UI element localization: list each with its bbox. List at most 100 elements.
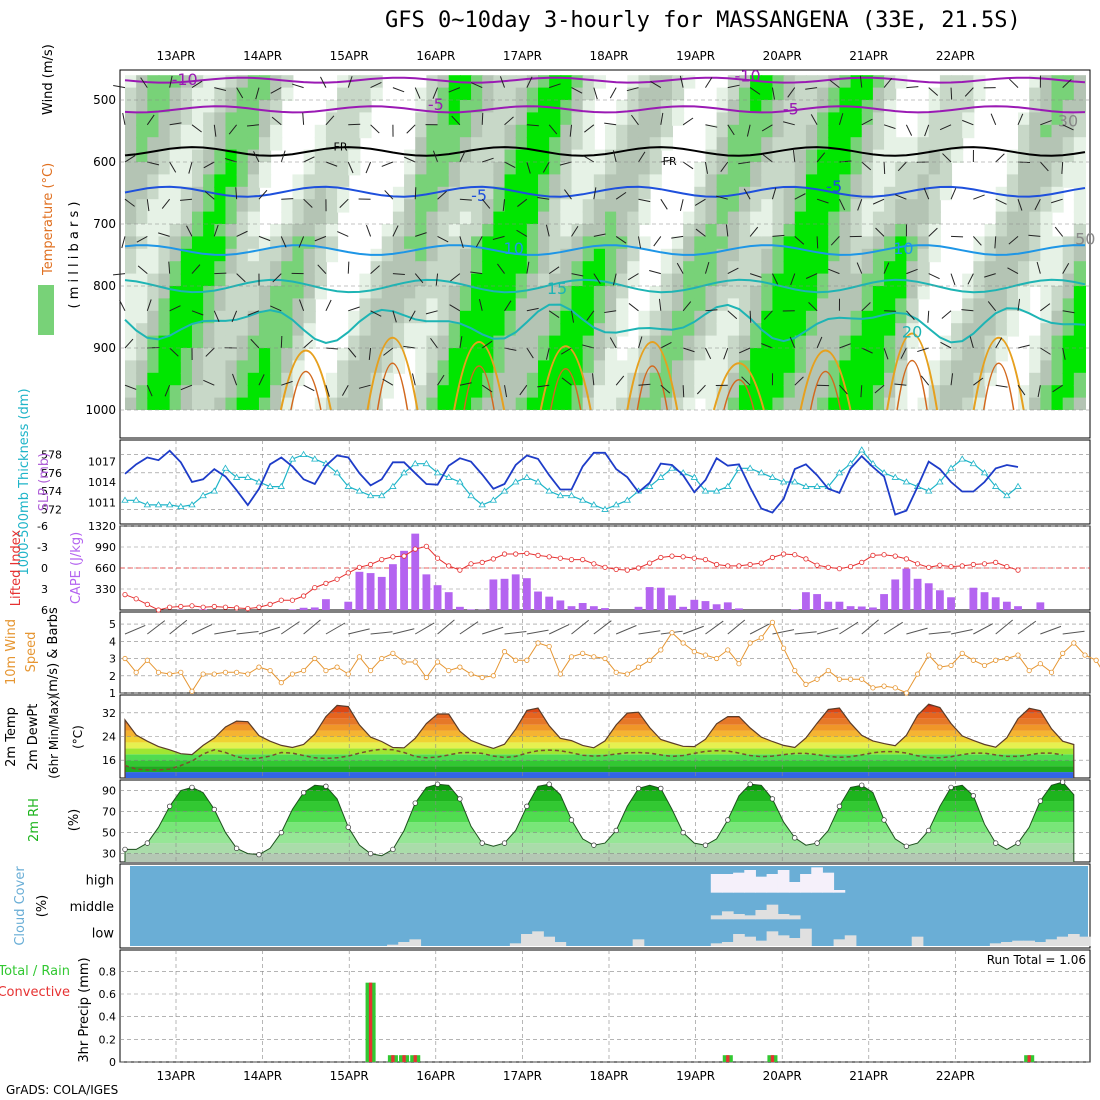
rh-cell: [582, 372, 595, 387]
wind-label-2: Speed: [24, 632, 39, 673]
rh-cell: [817, 236, 830, 250]
rh-cell: [593, 149, 606, 163]
wind-speed-line-point: [892, 685, 898, 691]
wind-barb: [370, 631, 393, 635]
rh-cell: [895, 385, 908, 399]
thickness-line-point: [936, 478, 944, 485]
rh-cell: [236, 174, 249, 188]
rh-cell: [158, 149, 171, 163]
rh-cell: [515, 87, 528, 101]
rh-cell: [1040, 224, 1053, 238]
wind-barb: [481, 384, 493, 393]
rh-cell: [270, 360, 283, 374]
rh-cell: [861, 137, 874, 151]
date-label-bottom: 16APR: [416, 1069, 455, 1083]
rh-cell: [526, 199, 540, 213]
rh-cell: [1040, 199, 1053, 213]
y-tick-label: 1014: [88, 476, 116, 489]
wind-barb: [927, 310, 930, 323]
rh-cell: [973, 75, 986, 89]
rh-cell: [191, 298, 205, 312]
wind-barb: [280, 236, 287, 248]
cloud-bar: [788, 915, 801, 920]
rh-cell: [270, 75, 283, 89]
wind-barb: [682, 385, 685, 398]
rh-cell: [526, 360, 540, 374]
rh-cell: [861, 397, 874, 411]
wind-barb: [928, 273, 940, 280]
rh-cell: [225, 348, 238, 362]
rh-cell: [616, 224, 629, 238]
wind-barb: [449, 304, 461, 312]
rh-cell: [884, 397, 897, 411]
wind-barb: [1062, 310, 1075, 314]
cloud-bar: [833, 890, 846, 893]
y-tick-label: 70: [102, 806, 116, 819]
wind-barb: [653, 236, 662, 247]
wind-speed-line-point: [334, 664, 340, 670]
rh-cell: [482, 211, 495, 225]
wind-barb: [382, 378, 394, 386]
cape-bar: [489, 579, 498, 610]
wind-barb: [1062, 124, 1074, 131]
rh-cell: [705, 372, 718, 387]
rh-cell: [136, 335, 149, 349]
rh-cell: [225, 211, 238, 225]
wind-speed-line-point: [970, 657, 976, 663]
rh-cell: [605, 286, 618, 300]
wind-barb: [228, 124, 238, 135]
rh-cell: [270, 298, 283, 312]
rh-cell: [225, 286, 238, 300]
rh-cell: [426, 348, 439, 362]
rh-cell: [605, 124, 618, 139]
rh-cell: [180, 100, 193, 114]
rh-cell: [671, 261, 685, 275]
rh-cell: [359, 87, 372, 101]
rh-cell: [191, 323, 205, 337]
rh-cell: [482, 100, 495, 114]
rh-cell: [1040, 137, 1053, 151]
cape-bar: [433, 585, 442, 610]
rh-cell: [638, 112, 651, 126]
rh-cell: [526, 174, 540, 188]
rh-cell: [1062, 360, 1075, 374]
thickness-line-point: [389, 482, 397, 489]
rh-cell: [995, 310, 1008, 325]
wind-barb: [627, 273, 639, 281]
rh-cell: [448, 162, 461, 176]
rh-cell: [694, 360, 707, 374]
rh-cell: [549, 211, 562, 225]
rh-cell: [169, 397, 182, 411]
rh-cell: [772, 261, 785, 275]
rh-cell: [783, 162, 796, 176]
rh-cell: [247, 397, 260, 411]
rh-cell: [437, 360, 450, 374]
wind-barb: [124, 384, 137, 390]
rh-cell: [236, 186, 249, 201]
wind-barb: [720, 161, 729, 172]
rh-cell: [225, 335, 238, 349]
rh-cell: [392, 248, 406, 263]
wind-speed-line-point: [133, 669, 139, 675]
rh-cell: [872, 211, 886, 225]
rh-cell: [303, 286, 316, 300]
rh-cell: [605, 385, 618, 399]
rh-cell: [1062, 261, 1075, 275]
wind-barb: [928, 227, 938, 237]
rh-cell: [761, 372, 774, 387]
rh-cell: [292, 248, 305, 263]
rh-cell: [303, 310, 316, 325]
rh-cell: [805, 149, 819, 163]
rh-cell: [861, 100, 874, 114]
rh-cell: [337, 186, 350, 201]
wind-barb: [272, 273, 282, 283]
wind-speed-line-point: [647, 657, 653, 663]
rh-point: [122, 846, 128, 853]
rh-cell: [694, 273, 707, 287]
wind-barb: [830, 236, 840, 246]
rh-cell: [895, 75, 908, 89]
isotherm-line: [124, 146, 1086, 157]
temp-band: [125, 754, 1074, 761]
rh-point: [881, 817, 887, 823]
rh-cell: [593, 261, 606, 275]
